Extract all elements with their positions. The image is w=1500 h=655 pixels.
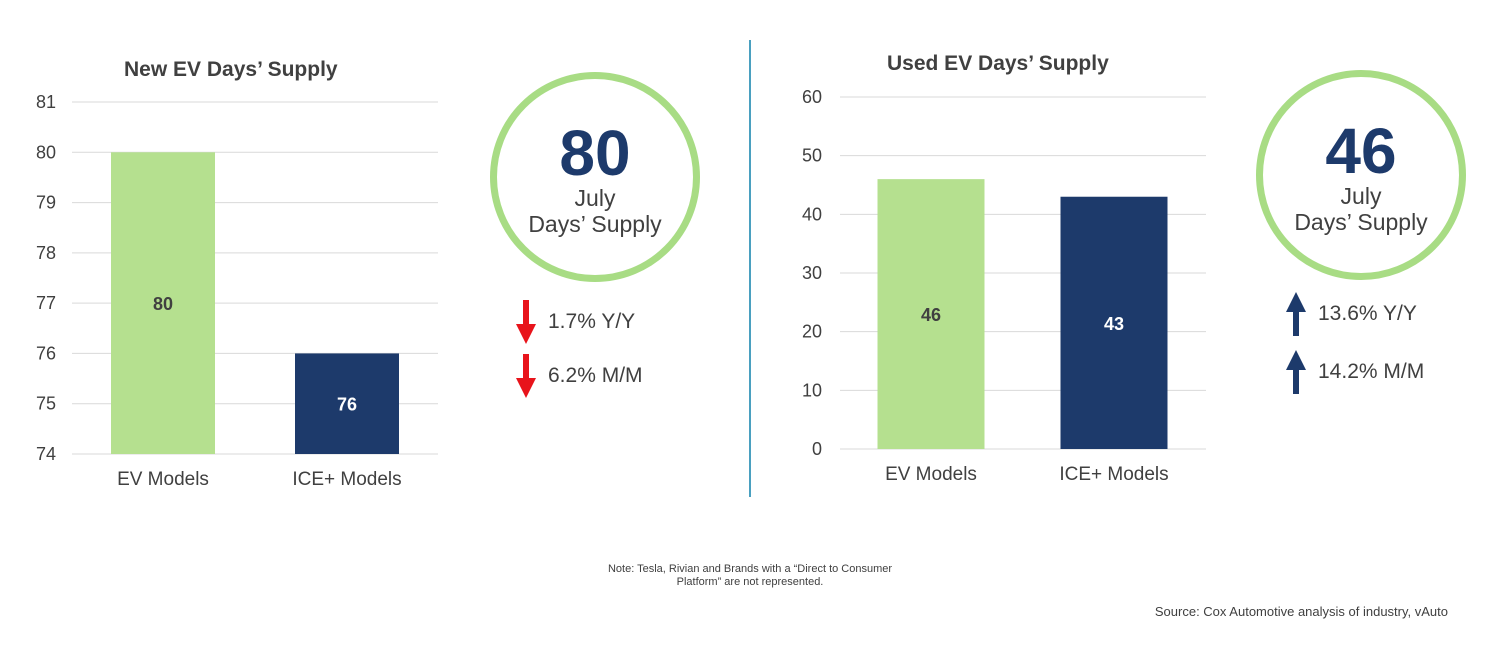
bar-data-label: 76 xyxy=(337,395,357,415)
footnote-line: Note: Tesla, Rivian and Brands with a “D… xyxy=(607,563,893,575)
x-category-label: ICE+ Models xyxy=(1059,464,1168,485)
new-ev-bar-chart: 74 75 76 77 78 79 80 81 80 EV Models 76 ICE+ Models xyxy=(36,92,438,490)
bar-data-label: 46 xyxy=(921,305,941,325)
chart-title: New EV Days’ Supply xyxy=(124,58,338,81)
kpi-value: 80 xyxy=(559,117,631,189)
new-ev-chart-panel: New EV Days’ Supply 74 75 76 77 78 79 80 81 80 EV… xyxy=(0,0,450,520)
used-ev-yoy-change: 13.6% Y/Y xyxy=(1286,292,1417,336)
change-text: 13.6% Y/Y xyxy=(1318,302,1417,325)
y-tick-label: 20 xyxy=(802,322,822,342)
new-ev-mom-change: 6.2% M/M xyxy=(516,354,643,398)
source-credit: Source: Cox Automotive analysis of indus… xyxy=(1154,604,1448,619)
y-tick-label: 60 xyxy=(802,87,822,107)
up-arrow-icon xyxy=(1286,292,1306,336)
used-ev-bar-chart: 0 10 20 30 40 50 60 46 EV Models 43 ICE+ Models xyxy=(802,87,1206,485)
x-category-label: EV Models xyxy=(885,464,977,485)
up-arrow-icon xyxy=(1286,350,1306,394)
new-ev-yoy-change: 1.7% Y/Y xyxy=(516,300,635,344)
kpi-value: 46 xyxy=(1325,115,1397,187)
panel-divider xyxy=(749,40,751,497)
bar xyxy=(295,353,399,454)
kpi-caption: Days’ Supply xyxy=(1294,209,1428,235)
bar-data-label: 80 xyxy=(153,294,173,314)
x-category-label: ICE+ Models xyxy=(292,469,401,490)
kpi-month: July xyxy=(1340,183,1382,209)
y-tick-label: 80 xyxy=(36,142,56,162)
y-tick-label: 76 xyxy=(36,343,56,363)
used-ev-kpi-circle: 46 July Days’ Supply xyxy=(1256,70,1466,280)
chart-title: Used EV Days’ Supply xyxy=(887,52,1109,75)
y-tick-label: 10 xyxy=(802,380,822,400)
bar xyxy=(1060,196,1168,449)
footnote-line: Platform” are not represented. xyxy=(676,576,824,588)
y-tick-label: 79 xyxy=(36,193,56,213)
bar-data-label: 43 xyxy=(1104,314,1124,334)
bar xyxy=(111,152,215,455)
kpi-caption: Days’ Supply xyxy=(528,211,662,237)
footnote: Note: Tesla, Rivian and Brands with a “D… xyxy=(580,563,920,589)
x-category-label: EV Models xyxy=(117,469,209,490)
y-tick-label: 40 xyxy=(802,204,822,224)
y-tick-label: 0 xyxy=(812,439,822,459)
down-arrow-icon xyxy=(516,300,536,344)
bar xyxy=(877,179,985,449)
change-text: 6.2% M/M xyxy=(548,364,643,387)
down-arrow-icon xyxy=(516,354,536,398)
new-ev-kpi-circle: 80 July Days’ Supply xyxy=(490,72,700,282)
y-tick-label: 77 xyxy=(36,293,56,313)
change-text: 1.7% Y/Y xyxy=(548,310,636,333)
change-text: 14.2% M/M xyxy=(1318,360,1425,383)
y-tick-label: 50 xyxy=(802,146,822,166)
used-ev-mom-change: 14.2% M/M xyxy=(1286,350,1424,394)
y-tick-label: 81 xyxy=(36,92,56,112)
y-tick-label: 74 xyxy=(36,444,56,464)
kpi-month: July xyxy=(574,185,616,211)
y-tick-label: 30 xyxy=(802,263,822,283)
y-tick-label: 78 xyxy=(36,243,56,263)
used-ev-chart-panel: Used EV Days’ Supply 0 10 20 30 40 50 60 46 EV M… xyxy=(760,0,1220,520)
y-tick-label: 75 xyxy=(36,394,56,414)
